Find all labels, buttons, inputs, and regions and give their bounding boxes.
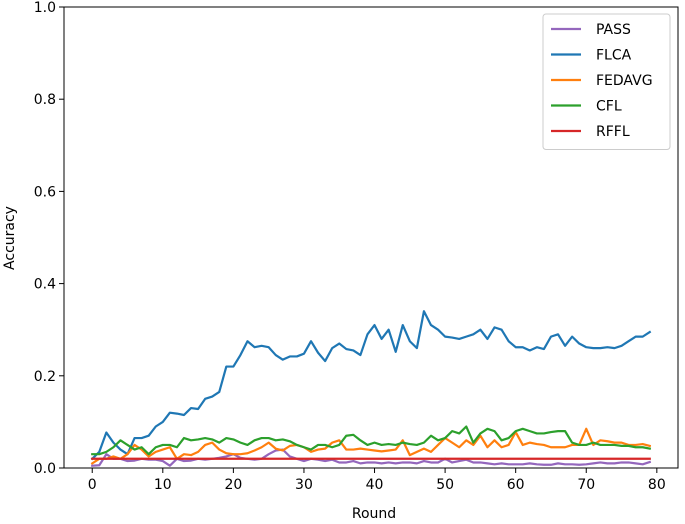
x-tick-label: 20 xyxy=(224,477,242,493)
x-tick-label: 50 xyxy=(436,477,454,493)
series-line-cfl xyxy=(91,425,652,456)
series-line-pass xyxy=(91,448,652,467)
y-tick-label: 0.8 xyxy=(34,92,56,108)
y-axis-label: Accuracy xyxy=(2,206,18,270)
legend-label-cfl: CFL xyxy=(596,99,622,115)
legend-label-fedavg: FEDAVG xyxy=(596,73,653,89)
legend-label-rffl: RFFL xyxy=(596,124,630,140)
x-tick-label: 80 xyxy=(648,477,666,493)
legend-box xyxy=(542,13,671,150)
x-tick-label: 70 xyxy=(577,477,595,493)
x-tick-label: 40 xyxy=(366,477,384,493)
x-tick-label: 60 xyxy=(507,477,525,493)
y-tick-label: 0.0 xyxy=(34,461,56,477)
plot-frame xyxy=(63,6,679,469)
series-layer xyxy=(90,310,652,467)
x-axis-label: Round xyxy=(352,506,396,519)
x-tick-label: 10 xyxy=(154,477,172,493)
y-tick-label: 0.2 xyxy=(34,369,56,385)
y-tick-label: 1.0 xyxy=(34,0,56,16)
legend-label-flca: FLCA xyxy=(596,48,632,64)
legend: PASS FLCA FEDAVG CFL RFFL xyxy=(542,13,671,150)
y-tick-label: 0.4 xyxy=(34,277,56,293)
axes-layer: 0 10 20 30 40 50 60 70 80 0.0 0.2 0.4 0.6 0.8 1.0 xyxy=(34,0,679,493)
y-tick-label: 0.6 xyxy=(34,184,56,200)
legend-label-pass: PASS xyxy=(596,22,631,38)
series-line-fedavg xyxy=(90,427,652,465)
x-tick-label: 0 xyxy=(88,477,97,493)
x-tick-label: 30 xyxy=(295,477,313,493)
series-line-flca xyxy=(90,310,652,461)
